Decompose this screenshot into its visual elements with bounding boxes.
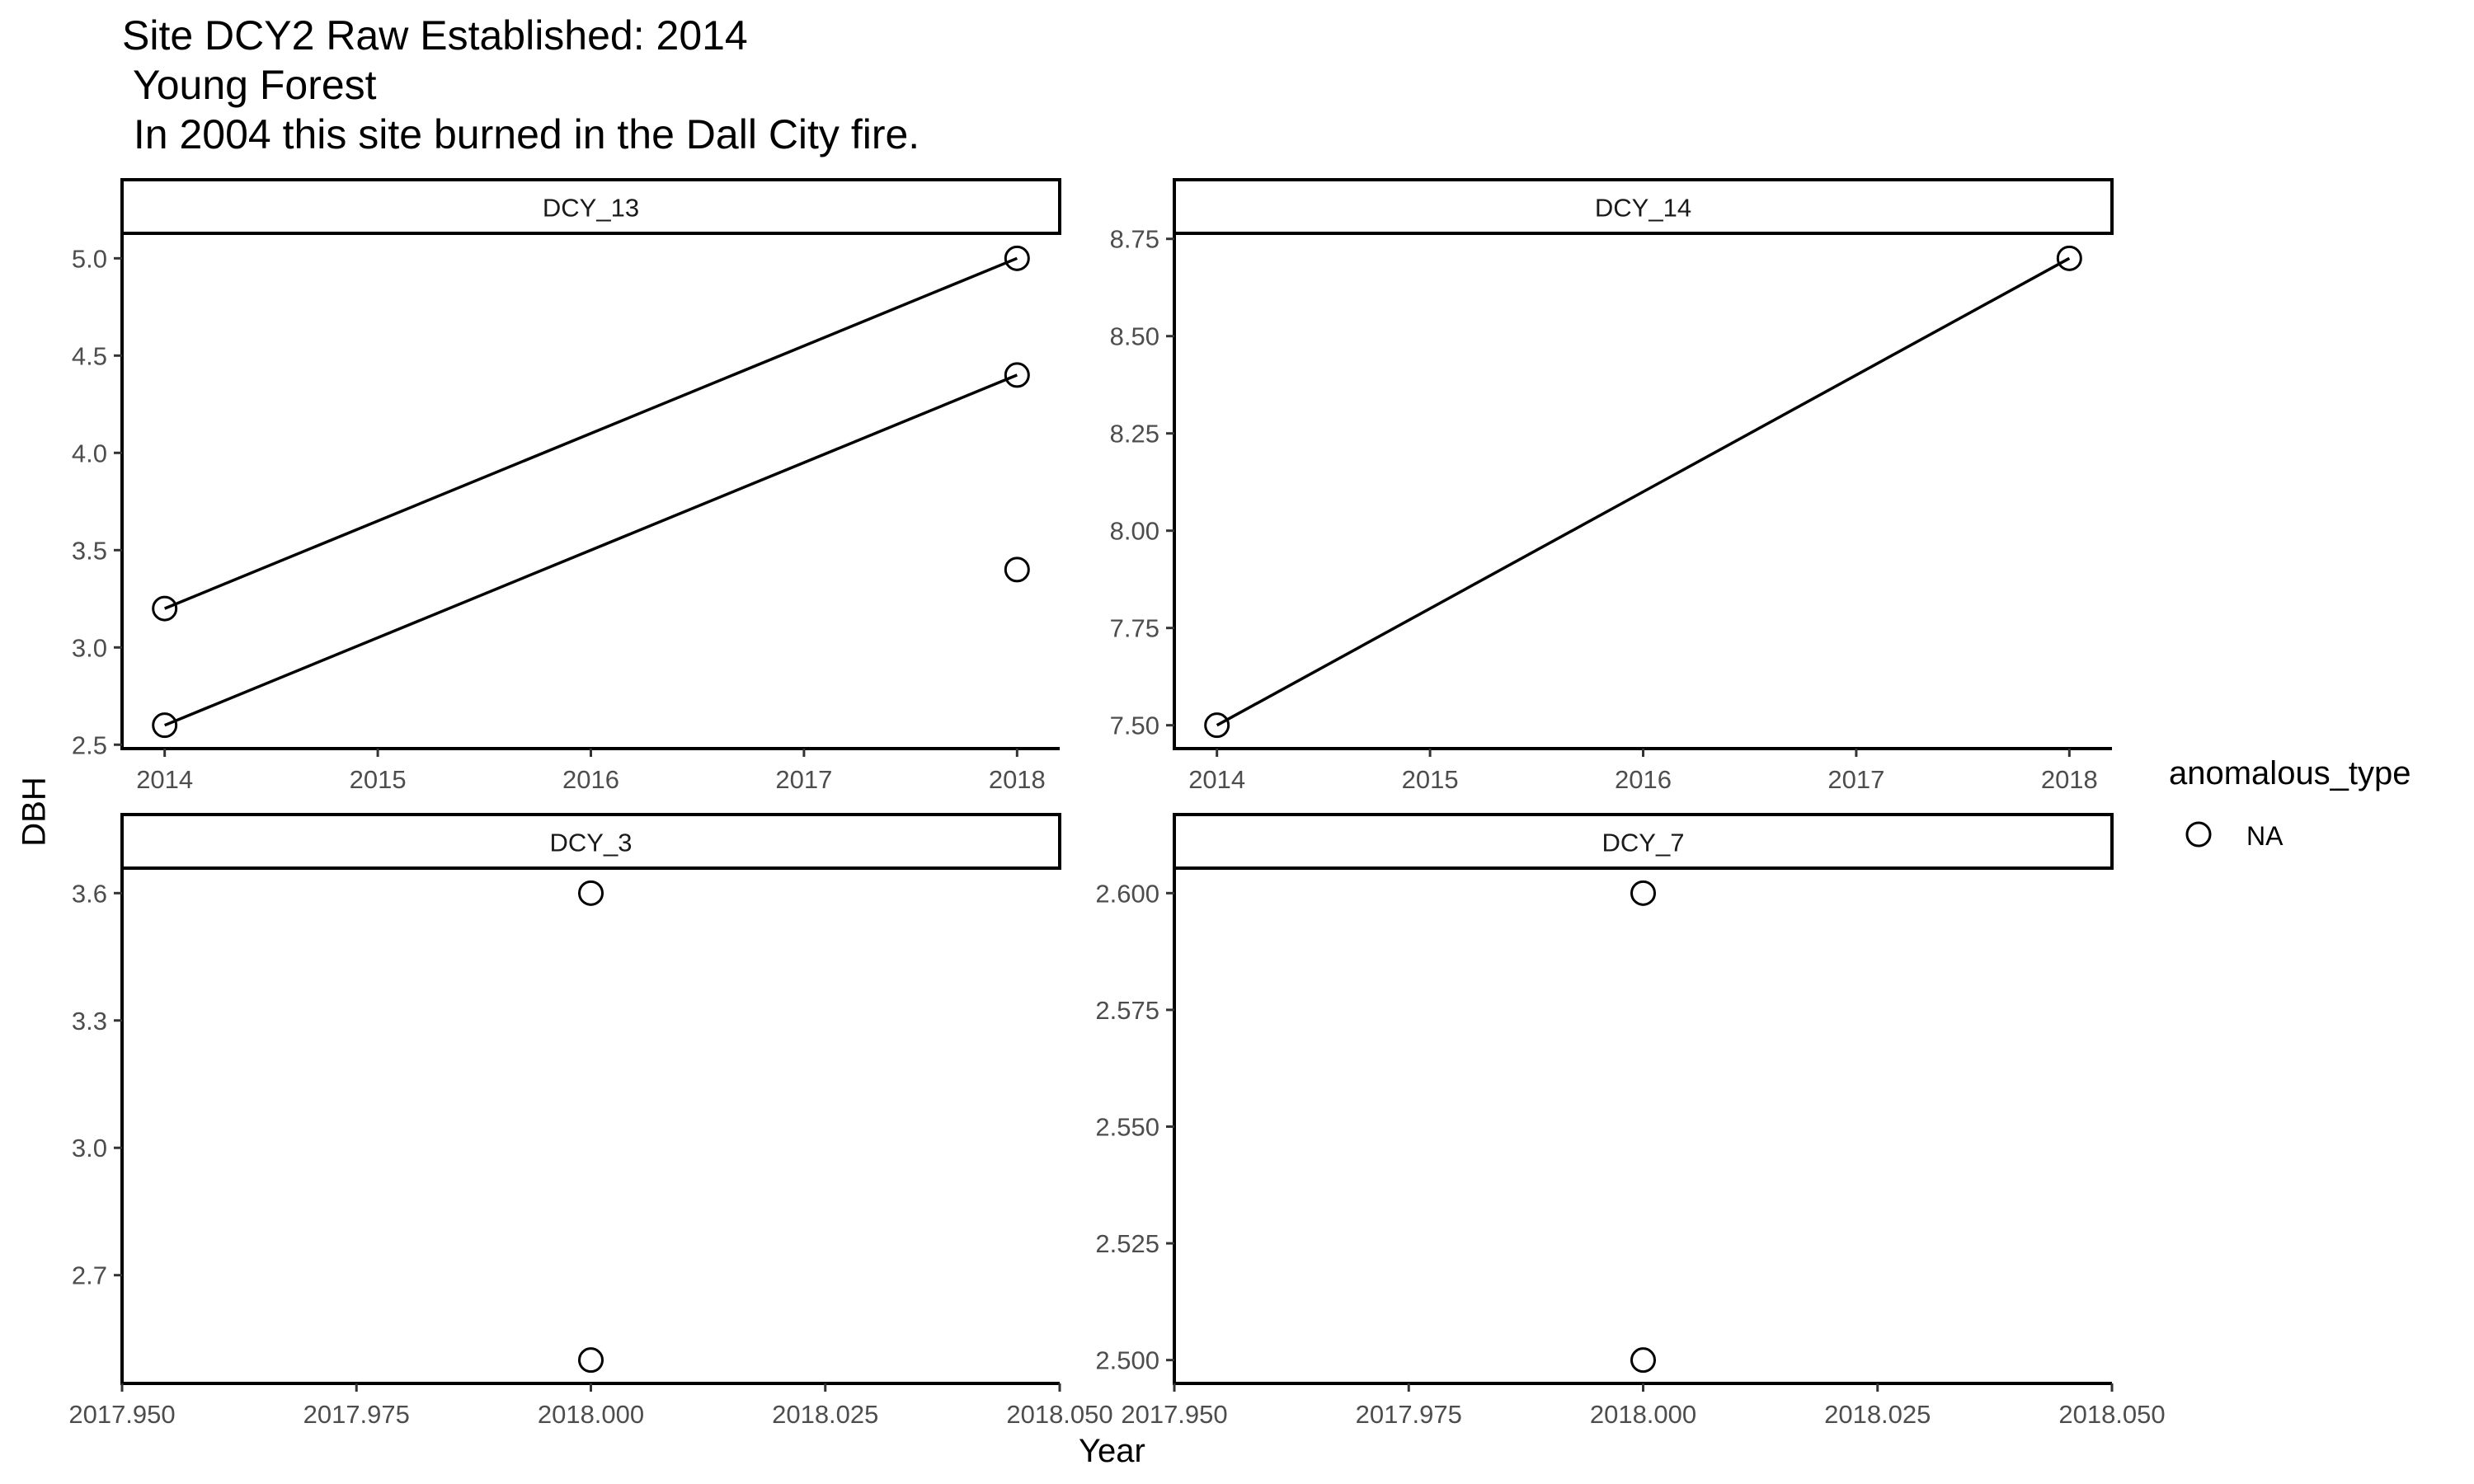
strip-label: DCY_3: [550, 829, 633, 857]
y-tick-label: 7.50: [1110, 711, 1159, 740]
y-tick-label: 2.500: [1095, 1346, 1159, 1375]
series-line: [1216, 256, 2071, 727]
y-tick-label: 2.525: [1095, 1229, 1159, 1258]
data-point: [152, 712, 178, 739]
legend-title: anomalous_type: [2169, 755, 2411, 791]
y-tick-label: 8.75: [1110, 225, 1159, 254]
y-tick-label: 3.0: [72, 1134, 107, 1162]
x-tick-label: 2018.050: [1006, 1400, 1112, 1429]
data-point: [1004, 556, 1030, 583]
x-tick-label: 2014: [1188, 765, 1245, 794]
y-tick-label: 3.5: [72, 536, 107, 565]
y-tick-label: 2.550: [1095, 1113, 1159, 1142]
data-point: [1630, 880, 1656, 906]
x-tick-label: 2018.025: [772, 1400, 878, 1429]
x-tick-label: 2016: [562, 765, 619, 794]
y-tick-label: 3.6: [72, 879, 107, 908]
y-tick-label: 4.0: [72, 439, 107, 467]
x-tick-label: 2018.000: [538, 1400, 644, 1429]
strip-box: [120, 178, 1061, 235]
data-point: [578, 880, 604, 906]
strip-box: [120, 813, 1061, 870]
data-point: [1004, 362, 1030, 388]
x-tick-label: 2015: [350, 765, 407, 794]
x-tick-label: 2015: [1402, 765, 1459, 794]
y-tick-label: 8.25: [1110, 420, 1159, 448]
y-tick-label: 4.5: [72, 341, 107, 370]
x-tick-label: 2018.025: [1824, 1400, 1931, 1429]
y-axis-title: DBH: [16, 777, 53, 847]
panel-DCY_7: DCY_7 2.500 2.525 2.550 2.575 2.600 2017.950 20…: [1095, 813, 2166, 1429]
x-tick-label: 2017: [1827, 765, 1884, 794]
legend-marker-na: [2185, 821, 2212, 848]
x-tick-label: 2018.000: [1590, 1400, 1696, 1429]
chart-title-line-1: Site DCY2 Raw Established: 2014: [122, 12, 748, 59]
strip-label: DCY_13: [543, 194, 639, 223]
x-tick-label: 2018.050: [2058, 1400, 2165, 1429]
data-point: [1004, 245, 1030, 271]
x-tick-label: 2016: [1615, 765, 1672, 794]
y-tick-label: 2.600: [1095, 879, 1159, 908]
strip-box: [1173, 813, 2114, 870]
x-tick-label: 2017.950: [68, 1400, 175, 1429]
x-axis-title: Year: [1079, 1433, 1145, 1469]
y-tick-label: 3.0: [72, 633, 107, 662]
data-point: [152, 595, 178, 622]
data-point: [1204, 712, 1230, 739]
series-line: [164, 373, 1018, 727]
legend-label-na: NA: [2246, 821, 2284, 851]
chart-title-line-2: Young Forest: [122, 62, 377, 108]
panel-DCY_3: DCY_3 2.7 3.0 3.3 3.6 2017.950 2017.975 2018.00…: [68, 813, 1113, 1429]
y-tick-label: 2.575: [1095, 996, 1159, 1025]
series-line: [164, 256, 1018, 610]
strip-label: DCY_14: [1595, 194, 1691, 223]
panel-DCY_14: DCY_14 7.50 7.75 8.00 8.25 8.50 8.75 2014 2015 20…: [1110, 178, 2114, 794]
y-tick-label: 2.5: [72, 730, 107, 759]
x-tick-label: 2014: [136, 765, 193, 794]
x-tick-label: 2017.950: [1121, 1400, 1227, 1429]
y-tick-label: 3.3: [72, 1007, 107, 1036]
chart-title-line-3: In 2004 this site burned in the Dall Cit…: [122, 111, 920, 157]
x-tick-label: 2017.975: [1356, 1400, 1462, 1429]
strip-box: [1173, 178, 2114, 235]
x-tick-label: 2018: [989, 765, 1046, 794]
y-tick-label: 5.0: [72, 244, 107, 273]
x-tick-label: 2018: [2041, 765, 2098, 794]
data-point: [578, 1347, 604, 1374]
y-tick-label: 7.75: [1110, 614, 1159, 643]
x-tick-label: 2017.975: [303, 1400, 410, 1429]
strip-label: DCY_7: [1602, 829, 1685, 857]
x-tick-label: 2017: [775, 765, 832, 794]
data-point: [2056, 245, 2082, 271]
y-tick-label: 8.50: [1110, 322, 1159, 351]
panel-DCY_13: DCY_13 2.5 3.0 3.5 4.0 4.5 5.0 2014 2015 2016 2017…: [72, 178, 1061, 794]
data-point: [1630, 1347, 1656, 1374]
y-tick-label: 8.00: [1110, 517, 1159, 546]
y-tick-label: 2.7: [72, 1261, 107, 1290]
